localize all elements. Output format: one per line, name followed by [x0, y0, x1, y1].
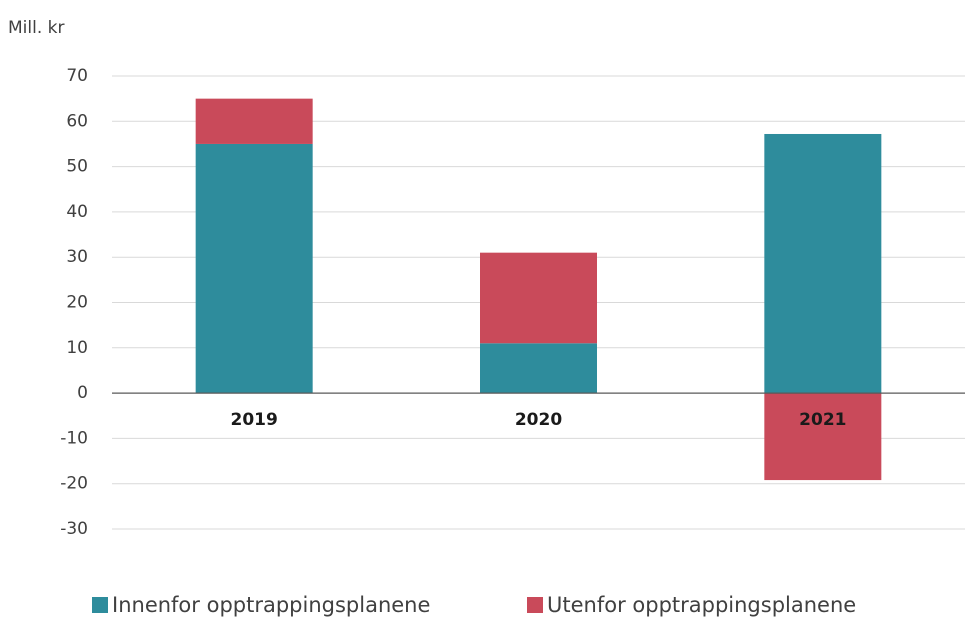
- x-tick-label: 2020: [515, 410, 562, 430]
- y-tick-label: -20: [60, 474, 88, 494]
- legend-swatch: [92, 597, 108, 613]
- bar-segment: [195, 98, 313, 144]
- y-tick-label: 20: [66, 293, 88, 313]
- bar-segment: [480, 343, 597, 394]
- y-tick-label: 10: [66, 338, 88, 358]
- bar-segment: [764, 133, 882, 394]
- y-tick-label: 30: [66, 247, 88, 267]
- y-tick-label: 50: [66, 157, 88, 177]
- y-tick-label: -10: [60, 428, 88, 448]
- y-tick-label: 70: [66, 66, 88, 86]
- bar-segment: [480, 252, 597, 344]
- y-tick-label: 60: [66, 111, 88, 131]
- bar-segment: [195, 143, 313, 394]
- x-tick-label: 2021: [799, 410, 846, 430]
- bar-segment: [764, 393, 882, 481]
- legend-swatch: [527, 597, 543, 613]
- y-tick-label: 40: [66, 202, 88, 222]
- y-tick-label: -30: [60, 519, 88, 539]
- legend-label: Utenfor opptrappingsplanene: [547, 593, 856, 617]
- y-axis-label: Mill. kr: [8, 18, 64, 38]
- legend-label: Innenfor opptrappingsplanene: [112, 593, 430, 617]
- x-tick-label: 2019: [231, 410, 278, 430]
- y-tick-label: 0: [77, 383, 88, 403]
